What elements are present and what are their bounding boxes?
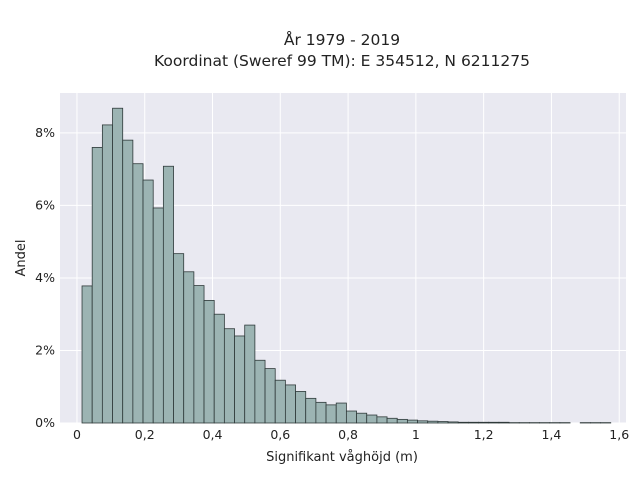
histogram-bar [193, 285, 205, 424]
histogram-bar [427, 420, 439, 424]
histogram-bar [142, 179, 154, 424]
histogram-bar [91, 146, 103, 424]
x-tick-label: 1,4 [541, 427, 561, 442]
histogram-bar [478, 421, 490, 424]
histogram-bar [447, 421, 459, 424]
histogram-bar [335, 402, 347, 424]
histogram-bar [396, 418, 408, 424]
x-tick-label: 0 [73, 427, 81, 442]
histogram-bar [274, 379, 286, 424]
histogram-bar [488, 421, 500, 424]
histogram-bar [406, 419, 418, 424]
bars [81, 107, 612, 424]
histogram-bar [305, 397, 317, 424]
histogram-bar [437, 421, 449, 424]
histogram-bar [152, 207, 164, 424]
y-tick-label: 8% [35, 125, 55, 140]
x-tick-label: 0,2 [135, 427, 155, 442]
histogram-bar [498, 421, 510, 424]
histogram-bar [315, 401, 327, 424]
histogram-bar [376, 416, 388, 424]
histogram-bar [325, 404, 337, 424]
y-tick-label: 2% [35, 342, 55, 357]
histogram-bar [295, 391, 307, 424]
histogram-bar [417, 420, 429, 424]
x-tick-label: 1,2 [474, 427, 494, 442]
histogram-bar [112, 107, 124, 424]
chart-title-line-1: År 1979 - 2019 [284, 30, 400, 49]
x-axis-label: Signifikant våghöjd (m) [266, 450, 418, 465]
histogram-bar [345, 410, 357, 424]
x-tick-label: 1,6 [609, 427, 629, 442]
x-tick-label: 0,8 [338, 427, 358, 442]
histogram-bar [457, 421, 469, 424]
histogram-bar [356, 412, 368, 424]
histogram-bar [183, 271, 195, 424]
histogram-bar [122, 139, 134, 424]
chart-title-line-2: Koordinat (Sweref 99 TM): E 354512, N 62… [154, 52, 530, 70]
histogram-bar [264, 368, 276, 424]
y-axis-label: Andel [14, 240, 29, 277]
y-tick-label: 0% [35, 415, 55, 430]
histogram-bar [101, 124, 113, 424]
histogram-bar [223, 328, 235, 424]
histogram-bar [213, 313, 225, 424]
histogram-bar [468, 421, 479, 424]
histogram-bar [203, 300, 215, 424]
histogram-bar [81, 285, 93, 424]
y-tick-label: 6% [35, 197, 55, 212]
x-tick-label: 0,6 [270, 427, 290, 442]
x-tick-labels: 0 0,2 0,4 0,6 0,8 1 1,2 1,4 1,6 [73, 427, 629, 442]
histogram-bar [132, 163, 144, 424]
histogram-bar [234, 335, 246, 424]
histogram-bar [162, 165, 174, 424]
x-tick-label: 0,4 [203, 427, 223, 442]
histogram-bar [244, 324, 256, 424]
histogram-bar [366, 414, 378, 424]
histogram-bar [254, 359, 266, 424]
y-tick-labels: 0% 2% 4% 6% 8% [35, 125, 55, 430]
histogram-bar [173, 253, 185, 424]
histogram-bar [284, 384, 296, 424]
x-tick-label: 1 [412, 427, 420, 442]
y-tick-label: 4% [35, 270, 55, 285]
histogram-bar [386, 417, 398, 424]
